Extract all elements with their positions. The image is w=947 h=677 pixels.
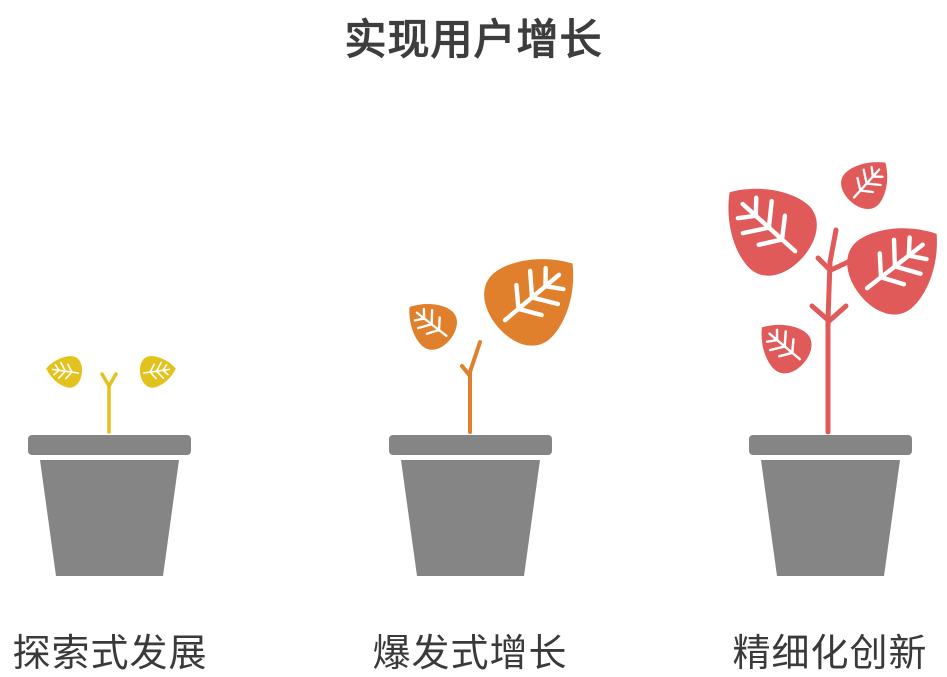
pot-2 <box>389 435 552 576</box>
leaf-2-small <box>395 288 465 358</box>
leaf-2-large <box>469 230 601 360</box>
pot-3 <box>749 435 912 576</box>
sprout-stem-1 <box>100 372 118 434</box>
plant-3 <box>700 147 947 576</box>
leaf-3-low-left <box>746 308 820 382</box>
stage-label-explore: 探索式发展 <box>12 631 208 675</box>
stem-3 <box>809 227 851 435</box>
plant-1 <box>28 352 191 576</box>
pot-1 <box>28 435 191 576</box>
leaf-3-mid-right <box>832 199 947 329</box>
sprout-leaf-left <box>43 352 85 390</box>
leaf-3-top-left <box>700 160 832 290</box>
stem-2 <box>460 340 482 434</box>
sprout-leaf-right <box>137 352 179 390</box>
leaf-3-top-right <box>833 147 903 217</box>
page-title: 实现用户增长 <box>344 15 603 64</box>
plant-2 <box>389 230 601 576</box>
stage-label-refined: 精细化创新 <box>732 631 928 675</box>
stage-label-explosive: 爆发式增长 <box>372 631 568 675</box>
